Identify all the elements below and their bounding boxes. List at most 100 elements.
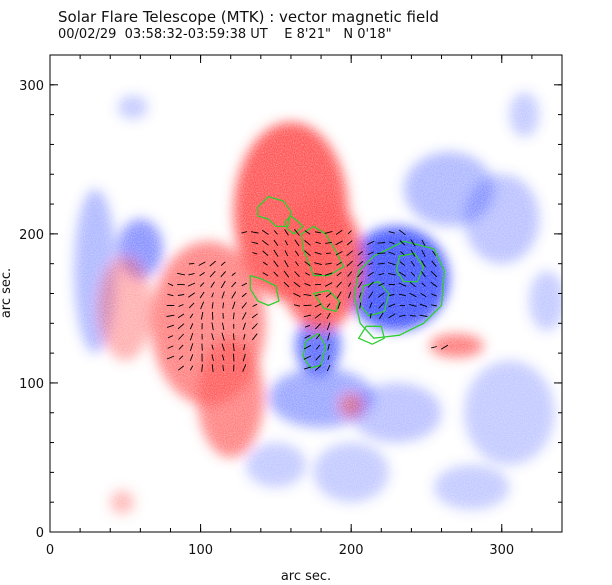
field-vector	[188, 292, 196, 298]
field-vector	[379, 312, 384, 320]
field-vector	[178, 355, 184, 360]
field-vector	[347, 271, 353, 277]
contour-line	[353, 240, 446, 339]
field-vector	[346, 260, 353, 267]
field-vector	[327, 332, 331, 341]
field-vector	[346, 240, 353, 246]
field-vector	[200, 301, 205, 310]
field-vector	[303, 344, 312, 350]
field-vector	[324, 282, 333, 287]
field-vector	[431, 346, 437, 349]
contour-line	[249, 274, 280, 307]
field-vector	[314, 262, 323, 266]
x-tick-label: 200	[339, 543, 364, 558]
field-vector	[315, 241, 321, 245]
field-vector	[419, 314, 428, 317]
field-vector	[304, 282, 311, 287]
x-tick-label: 100	[188, 543, 213, 558]
field-vector	[432, 250, 436, 256]
field-vector	[199, 291, 205, 299]
field-vector	[336, 291, 342, 299]
field-vector	[303, 314, 312, 318]
field-vector	[314, 313, 322, 319]
field-vector	[357, 281, 363, 288]
field-vector	[294, 229, 300, 236]
field-vector	[421, 239, 426, 246]
field-vector	[273, 271, 279, 277]
field-vector	[220, 261, 226, 266]
field-vector	[326, 303, 331, 308]
field-vector	[326, 252, 332, 255]
field-vector	[189, 354, 194, 362]
field-vector	[326, 312, 331, 320]
field-vector	[304, 334, 311, 339]
contour-line	[357, 325, 386, 345]
contour-line	[312, 289, 340, 313]
field-vector	[336, 281, 342, 288]
field-vector	[314, 365, 322, 372]
field-vector	[327, 355, 330, 361]
field-vector	[410, 271, 416, 277]
field-vector	[336, 261, 342, 266]
field-vector	[222, 365, 225, 371]
field-vector	[430, 270, 438, 278]
field-vector	[189, 323, 194, 330]
chart-title: Solar Flare Telescope (MTK) : vector mag…	[58, 8, 439, 26]
field-vector	[388, 272, 396, 276]
field-vector	[409, 292, 417, 298]
field-vector	[357, 270, 364, 278]
field-vector	[187, 282, 196, 287]
field-vector	[399, 261, 406, 267]
field-vector	[325, 241, 332, 244]
field-vector	[440, 344, 449, 350]
field-vector	[232, 333, 235, 341]
field-vector	[421, 260, 426, 268]
chart-subtitle: 00/02/29 03:58:32-03:59:38 UT E 8'21" N …	[58, 27, 392, 42]
field-vector	[261, 239, 269, 246]
field-vector	[377, 252, 386, 254]
field-vector	[367, 240, 375, 246]
field-vector	[327, 343, 330, 351]
field-vector	[221, 343, 225, 351]
field-vector	[294, 271, 300, 278]
field-vector	[387, 262, 396, 266]
field-vector	[189, 343, 194, 352]
field-vector	[241, 282, 248, 287]
field-vector	[389, 294, 395, 296]
field-vector	[177, 323, 185, 330]
field-vector	[211, 333, 214, 341]
field-vector	[325, 292, 332, 298]
field-vector	[241, 302, 247, 309]
field-vector	[241, 231, 248, 234]
field-vector	[199, 282, 205, 287]
field-vector	[166, 355, 175, 360]
field-vector	[315, 344, 321, 350]
field-vector	[337, 301, 341, 310]
field-vector	[377, 292, 385, 298]
field-vector	[243, 333, 246, 340]
field-vector	[209, 260, 216, 267]
field-vector	[232, 353, 235, 362]
field-vector	[293, 281, 301, 288]
field-vector	[378, 302, 385, 309]
x-tick-label: 300	[489, 543, 514, 558]
field-vector	[178, 333, 185, 340]
field-vector	[377, 262, 385, 265]
field-vector	[335, 251, 343, 256]
field-vector	[421, 271, 426, 278]
field-vector	[398, 271, 406, 277]
y-tick-label: 100	[19, 377, 44, 392]
field-vector	[347, 230, 352, 235]
field-vector	[326, 322, 331, 331]
y-tick-label: 300	[19, 79, 44, 94]
field-vector	[399, 314, 406, 317]
contour-line	[284, 215, 304, 235]
field-vector	[177, 313, 185, 319]
field-vector	[252, 333, 258, 341]
contour-line	[300, 225, 345, 277]
field-vector	[188, 262, 195, 265]
field-vector	[211, 354, 214, 361]
field-vector	[389, 241, 395, 245]
field-vector	[200, 312, 204, 320]
field-vector	[167, 345, 174, 349]
